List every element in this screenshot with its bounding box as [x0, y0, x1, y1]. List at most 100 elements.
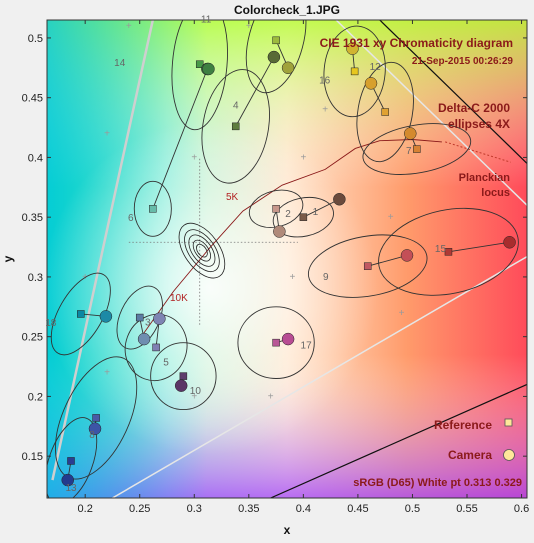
delta-c-ellipse-6: [133, 180, 172, 237]
y-tick-label: 0.25: [22, 332, 43, 344]
x-tick-label: 0.45: [347, 503, 368, 515]
error-connector-15: [448, 241, 510, 253]
background-cross-marker: +: [126, 21, 132, 32]
patch-number-9: 9: [323, 272, 329, 283]
error-connector-9: [367, 254, 408, 267]
white-point-ellipse: [196, 243, 208, 258]
white-region-shade: [47, 20, 527, 498]
patch-number-7: 7: [406, 146, 412, 157]
camera-point-15: [503, 236, 516, 249]
planckian-locus-pointer: [445, 141, 511, 163]
reference-point-3: [135, 313, 144, 322]
x-tick-label: 0.6: [514, 503, 529, 515]
background-cross-marker: +: [268, 391, 274, 402]
legend-reference-label: Reference: [434, 418, 492, 432]
plot-area: ++ ++ ++++ ++++ +: [47, 20, 527, 498]
delta-c-ellipse-18: [50, 272, 111, 356]
delta-c-ellipse-1: [272, 196, 334, 238]
srgb-gamut-edge-upper: [335, 20, 527, 206]
patch-number-18: 18: [45, 318, 57, 329]
background-cross-marker: +: [388, 212, 394, 223]
srgb-gamut-edge-lower: [112, 255, 527, 498]
date-label: 21-Sep-2015 00:26:29: [412, 56, 514, 67]
planckian-locus-line: [142, 139, 442, 335]
reference-point-4: [231, 122, 240, 131]
reference-point-15: [444, 248, 453, 256]
x-tick-label: 0.25: [129, 503, 150, 515]
adobe-gamut-edge-upper: [379, 20, 527, 164]
delta-c-ellipse-5: [124, 313, 188, 382]
camera-point-16: [346, 42, 359, 55]
patch-number-3: 3: [145, 318, 151, 329]
delta-c-ellipse-17: [237, 306, 315, 379]
patch-number-6: 6: [128, 213, 134, 224]
x-axis-label: x: [284, 523, 291, 537]
background-cross-marker: +: [300, 152, 306, 163]
reference-point-16: [350, 67, 359, 76]
reference-point-5: [152, 343, 160, 352]
reference-point-13: [67, 457, 75, 465]
reference-point-11: [272, 36, 280, 45]
temperature-5k-label: 5K: [226, 192, 239, 203]
reference-point-12: [381, 108, 389, 116]
planckian-label-line1: Planckian: [459, 172, 511, 184]
delta-c-ellipse-16: [323, 25, 386, 118]
camera-point-17: [281, 332, 295, 346]
delta-c-ellipse-4: [201, 69, 270, 184]
background-cross-marker: +: [104, 368, 110, 379]
delta-c-ellipse-3: [116, 285, 163, 350]
y-tick-label: 0.35: [22, 212, 43, 224]
x-tick-label: 0.5: [405, 503, 420, 515]
reference-point-10: [179, 372, 188, 380]
delta-c-ellipse-14: [171, 20, 228, 131]
delta-c-ellipse-11: [245, 20, 307, 94]
delta-c-ellipse-13: [47, 417, 98, 498]
plot-frame: [46, 19, 528, 499]
background-cross-marker: +: [191, 152, 197, 163]
x-tick-label: 0.2: [78, 503, 93, 515]
reference-point-9: [363, 262, 372, 270]
patch-number-16: 16: [319, 75, 331, 86]
error-connector-6: [152, 68, 208, 209]
white-point-ellipse: [184, 229, 220, 273]
error-connector-4: [235, 56, 275, 127]
delta-c-ellipse-10: [150, 342, 217, 411]
camera-point-4: [267, 50, 281, 64]
delta-c-label-line2: ellipses 4X: [448, 117, 510, 131]
background-cross-marker: +: [104, 129, 110, 140]
camera-point-1: [333, 193, 346, 206]
reference-point-18: [77, 310, 85, 318]
reference-point-8: [92, 414, 100, 422]
camera-point-3: [137, 332, 151, 346]
patch-number-5: 5: [163, 357, 169, 368]
spectral-locus-line: [51, 20, 155, 481]
camera-point-11: [281, 61, 295, 75]
patch-number-13: 13: [65, 483, 77, 494]
camera-point-13: [61, 473, 74, 487]
delta-c-ellipse-9: [307, 234, 428, 298]
y-axis-label: y: [1, 255, 15, 262]
y-tick-label: 0.45: [22, 93, 43, 105]
y-tick-label: 0.2: [28, 391, 43, 403]
patch-number-8: 8: [89, 430, 95, 441]
background-cross-marker: +: [399, 308, 405, 319]
patch-number-1: 1: [313, 207, 319, 218]
white-point-ellipse: [188, 234, 216, 267]
reference-point-7: [413, 145, 421, 153]
planckian-label-line2: locus: [481, 187, 510, 199]
legend-camera-label: Camera: [448, 448, 492, 462]
patch-number-10: 10: [190, 386, 202, 397]
x-tick-label: 0.4: [296, 503, 311, 515]
delta-c-ellipse-15: [378, 207, 519, 296]
camera-point-9: [400, 249, 414, 262]
reference-point-14: [195, 60, 204, 68]
background-cross-marker: +: [191, 391, 197, 402]
reference-point-17: [272, 338, 280, 347]
error-connector-1: [303, 198, 340, 218]
delta-c-ellipse-7: [362, 123, 472, 175]
y-tick-label: 0.4: [28, 152, 43, 164]
temperature-10k-label: 10K: [170, 293, 188, 304]
camera-point-18: [99, 310, 113, 323]
reference-point-1: [299, 213, 308, 221]
camera-point-14: [202, 62, 215, 76]
